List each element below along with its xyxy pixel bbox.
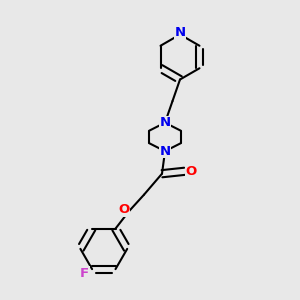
Text: O: O <box>118 203 129 216</box>
Text: O: O <box>185 165 197 178</box>
Text: F: F <box>80 267 89 280</box>
Text: N: N <box>159 145 171 158</box>
Text: N: N <box>174 26 186 39</box>
Text: N: N <box>159 116 171 129</box>
